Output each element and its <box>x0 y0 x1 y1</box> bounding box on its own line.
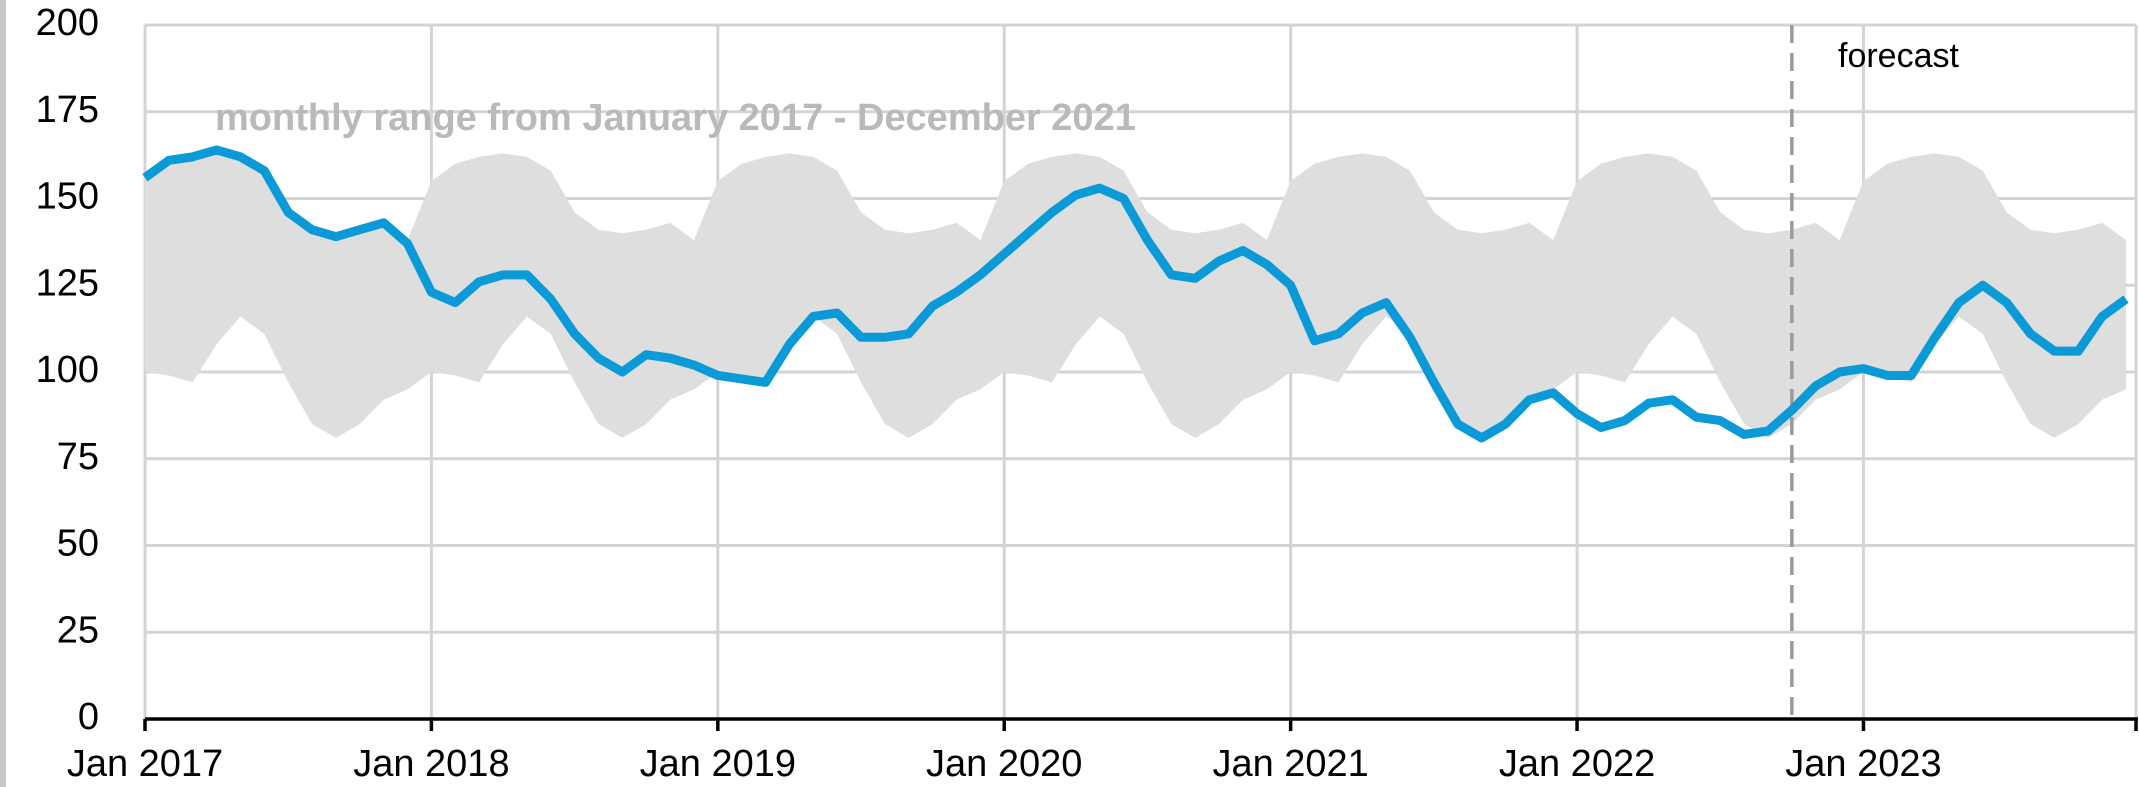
band-label: monthly range from January 2017 - Decemb… <box>215 97 1136 139</box>
y-tick-label: 50 <box>57 523 99 565</box>
y-tick-label: 0 <box>78 696 99 738</box>
x-tick-label: Jan 2017 <box>67 743 223 785</box>
y-tick-label: 175 <box>36 89 99 131</box>
y-tick-label: 100 <box>36 349 99 391</box>
y-tick-label: 200 <box>36 2 99 44</box>
x-tick-label: Jan 2019 <box>640 743 796 785</box>
series-line <box>142 145 2129 443</box>
y-tick-label: 150 <box>36 176 99 218</box>
x-tick-label: Jan 2023 <box>1785 743 1941 785</box>
left-border <box>0 0 6 787</box>
x-tick-label: Jan 2018 <box>353 743 509 785</box>
y-tick-label: 125 <box>36 262 99 304</box>
range-band <box>145 153 2126 438</box>
forecast-label: forecast <box>1838 37 1959 75</box>
x-tick-label: Jan 2022 <box>1499 743 1655 785</box>
x-tick-label: Jan 2020 <box>926 743 1082 785</box>
y-tick-label: 75 <box>57 436 99 478</box>
y-tick-label: 25 <box>57 609 99 651</box>
x-tick-label: Jan 2021 <box>1212 743 1368 785</box>
